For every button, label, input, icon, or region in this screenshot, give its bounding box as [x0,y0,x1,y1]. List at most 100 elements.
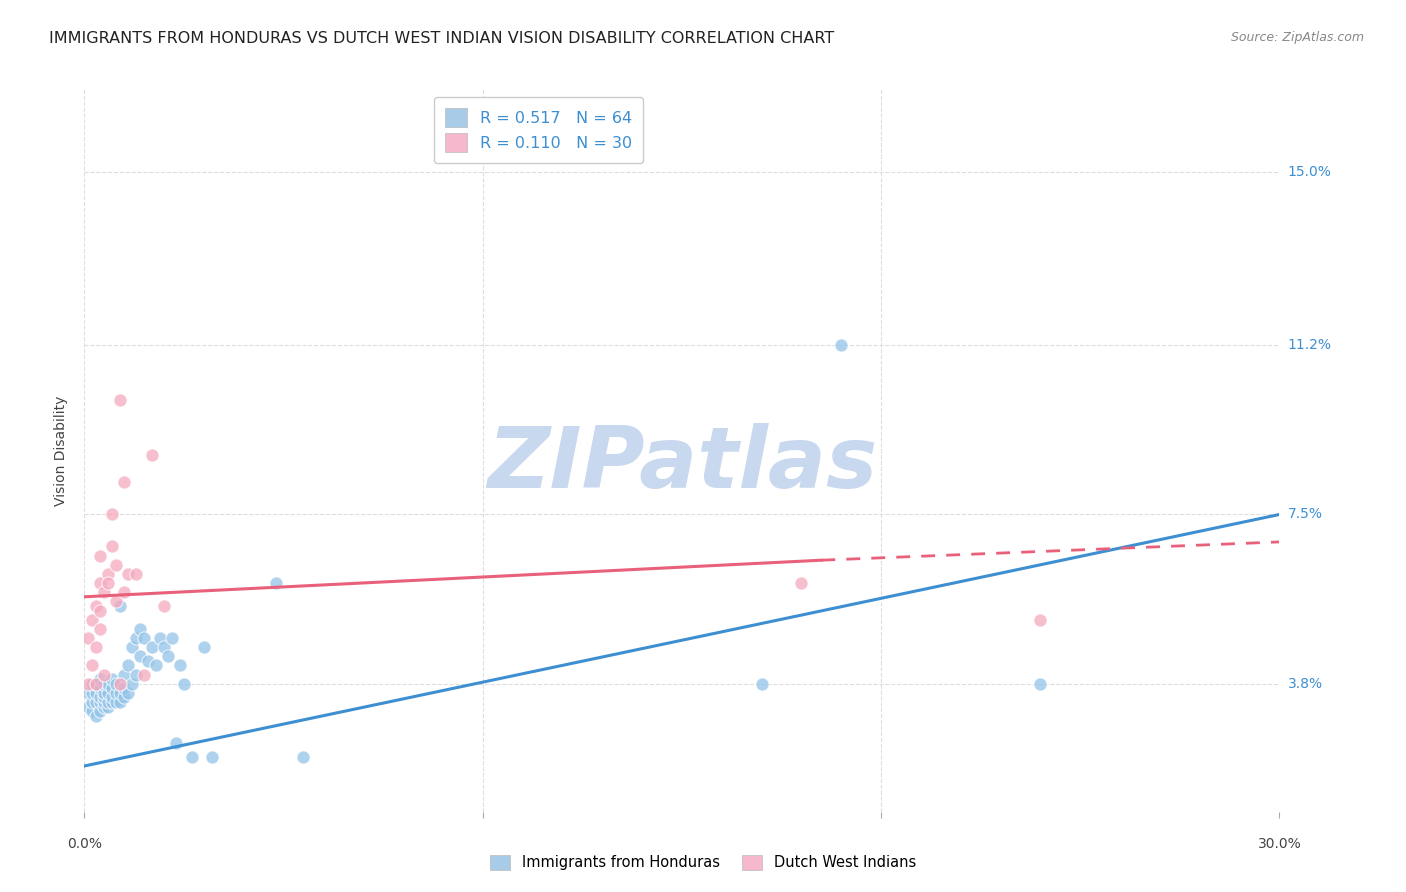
Point [110,695,132,709]
Point [93,695,115,709]
Point [89,704,111,718]
Point [77,699,100,714]
Point [101,681,124,696]
Point [93,699,115,714]
Point [121,640,143,654]
Point [173,676,195,690]
Point [82,686,104,700]
Point [136,654,159,668]
Text: 30.0%: 30.0% [1257,837,1302,851]
Point [97,695,120,709]
Point [141,448,163,462]
Point [112,681,135,696]
Point [82,704,104,718]
Point [105,594,128,608]
Point [1029,676,1052,690]
Point [125,667,148,681]
Point [153,640,176,654]
Point [97,686,120,700]
Point [112,585,135,599]
Text: 11.2%: 11.2% [1288,338,1331,352]
Point [82,695,104,709]
Point [112,475,135,490]
Point [105,686,128,700]
Point [105,695,128,709]
Point [160,631,183,645]
Point [101,695,124,709]
Point [132,667,156,681]
Point [82,676,104,690]
Text: IMMIGRANTS FROM HONDURAS VS DUTCH WEST INDIAN VISION DISABILITY CORRELATION CHAR: IMMIGRANTS FROM HONDURAS VS DUTCH WEST I… [49,31,834,46]
Point [101,690,124,705]
Point [169,658,191,673]
Point [193,640,215,654]
Point [101,540,124,554]
Point [93,686,115,700]
Point [830,338,852,352]
Point [97,676,120,690]
Point [77,686,100,700]
Point [117,658,139,673]
Point [82,613,104,627]
Point [97,699,120,714]
Point [86,686,108,700]
Point [132,631,156,645]
Point [82,658,104,673]
Point [110,686,132,700]
Point [89,603,111,617]
Point [101,508,124,522]
Point [292,749,315,764]
Point [86,676,108,690]
Y-axis label: Vision Disability: Vision Disability [55,395,69,506]
Point [86,708,108,723]
Point [110,393,132,408]
Point [110,599,132,613]
Point [89,695,111,709]
Point [89,622,111,636]
Point [157,649,180,664]
Point [149,631,172,645]
Point [93,676,115,690]
Point [121,676,143,690]
Point [181,749,204,764]
Point [201,749,224,764]
Point [86,599,108,613]
Point [89,690,111,705]
Point [89,672,111,686]
Point [129,649,152,664]
Point [117,566,139,581]
Point [165,736,187,750]
Point [112,667,135,681]
Point [117,686,139,700]
Point [77,631,100,645]
Point [145,658,167,673]
Point [1029,613,1052,627]
Text: 0.0%: 0.0% [67,837,101,851]
Point [125,566,148,581]
Point [751,676,773,690]
Point [86,695,108,709]
Legend: R = 0.517   N = 64, R = 0.110   N = 30: R = 0.517 N = 64, R = 0.110 N = 30 [433,97,644,163]
Point [89,681,111,696]
Point [112,690,135,705]
Text: 7.5%: 7.5% [1288,508,1323,522]
Point [105,676,128,690]
Point [125,631,148,645]
Point [101,672,124,686]
Point [105,558,128,572]
Point [86,640,108,654]
Point [97,566,120,581]
Point [129,622,152,636]
Point [93,690,115,705]
Point [89,576,111,591]
Text: 3.8%: 3.8% [1288,677,1323,690]
Text: ZIPatlas: ZIPatlas [486,424,877,507]
Point [89,549,111,563]
Point [141,640,163,654]
Point [93,667,115,681]
Point [790,576,813,591]
Point [97,576,120,591]
Text: Source: ZipAtlas.com: Source: ZipAtlas.com [1230,31,1364,45]
Point [264,576,287,591]
Point [93,585,115,599]
